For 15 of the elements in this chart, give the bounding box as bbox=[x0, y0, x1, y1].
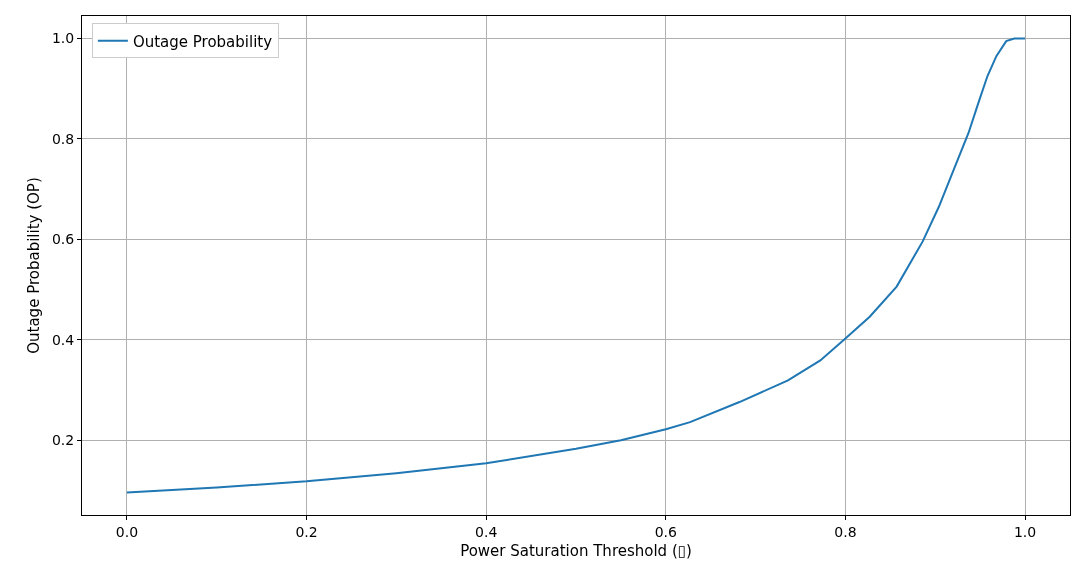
legend-label: Outage Probability bbox=[132, 32, 273, 51]
y-tick-label: 0.6 bbox=[51, 231, 75, 248]
x-tick-label: 1.0 bbox=[1013, 523, 1037, 540]
x-tick-label: 0.8 bbox=[834, 523, 857, 540]
y-axis-title: Outage Probability (OP) bbox=[25, 177, 44, 354]
x-tick-label: 0.6 bbox=[654, 523, 678, 540]
y-tick-label: 0.2 bbox=[51, 432, 75, 449]
x-tick-label: 0.4 bbox=[475, 523, 498, 540]
y-tick-label: 0.8 bbox=[51, 130, 75, 147]
x-axis-title: Power Saturation Threshold (▯) bbox=[460, 541, 692, 560]
y-tick-label: 1.0 bbox=[51, 30, 75, 47]
x-tick-label: 0.2 bbox=[295, 523, 318, 540]
line-series bbox=[125, 37, 1027, 494]
x-tick-label: 0.0 bbox=[115, 523, 139, 540]
y-tick-label: 0.4 bbox=[51, 331, 75, 348]
